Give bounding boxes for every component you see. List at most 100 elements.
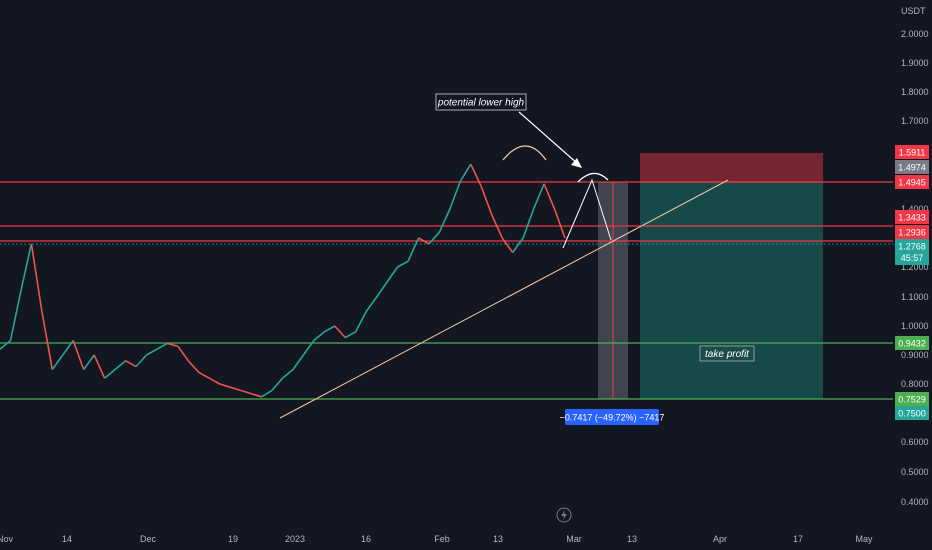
- price-segment: [407, 237, 420, 262]
- x-tick-label: 19: [228, 534, 238, 544]
- take-profit-label: take profit: [699, 345, 755, 362]
- y-axis-ticks: 2.0000 1.9000 1.8000 1.7000 1.4000 1.2000 1.10…: [901, 29, 929, 507]
- price-segment: [240, 389, 252, 395]
- x-axis-ticks: Nov 14 Dec 19 2023 16 Feb 13 Mar 13 Apr 17 May: [0, 534, 873, 544]
- tag-sl-top: 1.5911: [899, 148, 926, 158]
- measure-label: −0.7417 (−49.72%) −7417: [560, 409, 665, 425]
- candles-group: [0, 163, 566, 398]
- measure-text: −0.7417 (−49.72%) −7417: [560, 413, 665, 423]
- price-segment: [167, 342, 179, 348]
- price-segment: [428, 231, 440, 245]
- lightning-icon[interactable]: [556, 507, 572, 523]
- price-segment: [114, 360, 127, 371]
- y-tick-label: 2.0000: [901, 29, 929, 39]
- take-profit-text: take profit: [705, 349, 750, 360]
- price-segment: [187, 360, 200, 373]
- x-tick-label: Dec: [140, 534, 157, 544]
- tag-target: 0.7500: [898, 409, 926, 419]
- price-segment: [501, 237, 514, 253]
- price-segment: [83, 354, 95, 370]
- time-axis[interactable]: [0, 525, 893, 550]
- y-tick-label: 1.8000: [901, 87, 929, 97]
- price-segment: [0, 339, 12, 350]
- price-segment: [449, 180, 462, 210]
- price-segment: [480, 186, 493, 216]
- price-segment: [376, 281, 388, 298]
- price-segment: [459, 163, 472, 182]
- price-segment: [365, 296, 378, 312]
- price-segment: [470, 163, 483, 187]
- callout-arrowhead: [571, 158, 582, 168]
- price-segment: [93, 354, 106, 379]
- x-tick-label: 13: [627, 534, 637, 544]
- tag-level-b: 1.3433: [898, 213, 926, 223]
- price-segment: [532, 183, 545, 210]
- y-tick-label: 1.7000: [901, 116, 929, 126]
- price-tags: 1.5911 1.4974 1.4945 1.3433 1.2936 1.276…: [895, 145, 929, 420]
- tag-tp-bg: [895, 336, 929, 350]
- price-segment: [146, 348, 158, 356]
- peak-arc: [502, 145, 547, 161]
- tag-level-c: 1.2936: [898, 228, 926, 238]
- projected-path: [562, 178, 612, 249]
- price-segment: [30, 243, 43, 312]
- y-tick-label: 1.9000: [901, 58, 929, 68]
- currency-label: USDT: [901, 6, 926, 16]
- tag-countdown: 45:57: [901, 253, 924, 263]
- price-axis[interactable]: [893, 0, 932, 550]
- tag-target-bg: [895, 406, 929, 420]
- price-segment: [271, 377, 284, 391]
- y-tick-label: 0.9000: [901, 350, 929, 360]
- price-segment: [553, 208, 566, 239]
- price-segment: [125, 360, 137, 368]
- profit-zone: [640, 182, 823, 399]
- y-tick-label: 0.8000: [901, 379, 929, 389]
- price-segment: [208, 377, 221, 385]
- tag-current: 1.2768: [898, 242, 926, 252]
- price-segment: [354, 311, 367, 333]
- price-segment: [491, 214, 503, 239]
- stop-loss-zone: [640, 153, 823, 182]
- callout-arrow: [518, 111, 579, 165]
- price-segment: [418, 237, 430, 245]
- price-segment: [386, 266, 399, 283]
- y-tick-label: 0.4000: [901, 497, 929, 507]
- price-segment: [281, 368, 294, 379]
- tag-support: 0.7529: [898, 395, 926, 405]
- y-tick-label: 1.2000: [901, 262, 929, 272]
- price-segment: [51, 354, 64, 370]
- tag-level-b-bg: [895, 210, 929, 224]
- x-tick-label: 14: [62, 534, 72, 544]
- price-segment: [135, 354, 148, 368]
- y-tick-label: 1.4000: [901, 204, 929, 214]
- y-tick-label: 0.5000: [901, 467, 929, 477]
- price-segment: [302, 340, 315, 356]
- y-tick-label: 1.1000: [901, 292, 929, 302]
- y-tick-label: 0.6000: [901, 437, 929, 447]
- tag-entry-bg: [895, 160, 929, 174]
- price-segment: [229, 386, 241, 392]
- lower-high-text: potential lower high: [437, 98, 525, 109]
- tag-tp: 0.9432: [898, 339, 926, 349]
- price-segment: [156, 342, 168, 350]
- price-segment: [438, 208, 451, 233]
- price-segment: [104, 368, 116, 379]
- tag-entry: 1.4974: [898, 163, 926, 173]
- price-segment: [543, 183, 556, 210]
- x-tick-label: 16: [361, 534, 371, 544]
- price-segment: [62, 340, 74, 356]
- x-tick-label: Mar: [566, 534, 582, 544]
- price-segment: [177, 345, 189, 362]
- x-tick-label: Feb: [434, 534, 450, 544]
- x-tick-label: Apr: [713, 534, 727, 544]
- price-segment: [261, 389, 273, 398]
- tag-support-bg: [895, 392, 929, 406]
- price-segment: [72, 340, 85, 370]
- price-segment: [344, 331, 357, 339]
- lower-high-label: potential lower high: [435, 93, 527, 111]
- tag-sl-bg: [895, 145, 929, 159]
- price-segment: [334, 325, 346, 339]
- price-segment: [250, 392, 262, 398]
